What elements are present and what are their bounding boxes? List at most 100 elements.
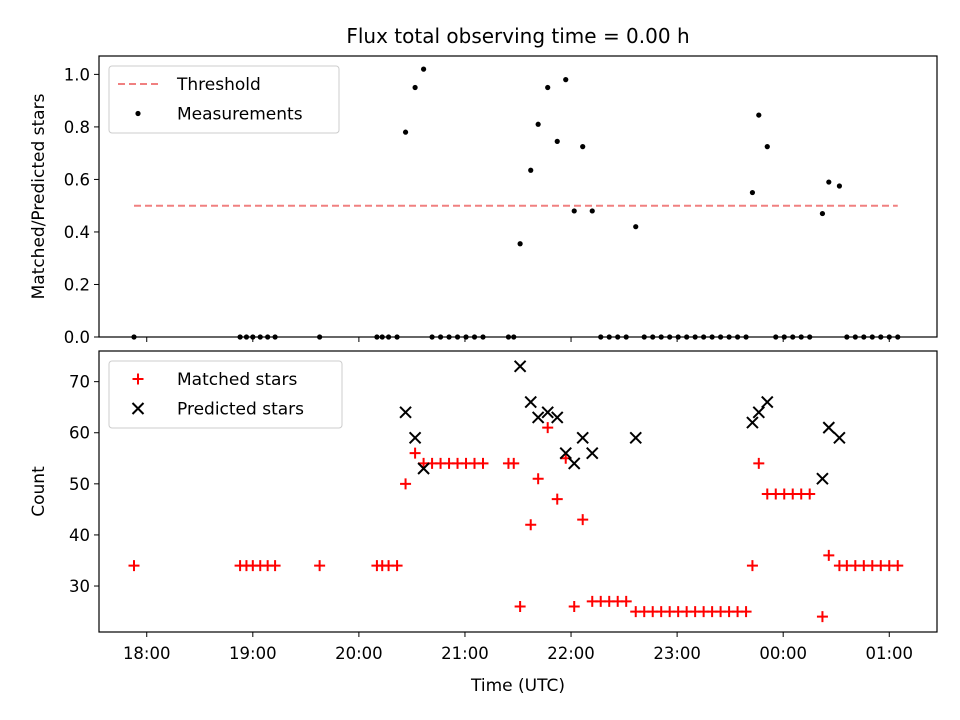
y-tick-label: 0.6 — [64, 170, 90, 189]
matched-star-point — [532, 473, 544, 485]
matched-star-point — [409, 447, 421, 459]
matched-star-point — [746, 560, 758, 572]
measurement-point — [756, 112, 762, 118]
legend-label: Predicted stars — [177, 400, 304, 420]
legend-box — [108, 65, 340, 134]
matched-star-point — [568, 600, 580, 612]
matched-star-point — [804, 488, 816, 500]
matched-star-point — [551, 493, 563, 505]
matched-star-point — [620, 595, 632, 607]
y-tick-label: 30 — [69, 577, 90, 596]
predicted-star-point — [816, 472, 829, 485]
matched-star-point — [508, 457, 520, 469]
matched-star-point — [477, 457, 489, 469]
y-tick-label: 40 — [69, 526, 90, 545]
predicted-star-point — [551, 411, 564, 424]
panel-top: 0.0 0.2 0.4 0.6 0.8 1.0 Matched/Predicted star… — [29, 55, 938, 347]
y-axis-label: Count — [29, 466, 49, 517]
matched-star-point — [892, 560, 904, 572]
y-tick-label: 70 — [69, 373, 90, 392]
x-tick-label: 21:00 — [441, 644, 489, 663]
y-tick-label: 0.4 — [64, 223, 90, 242]
predicted-star-point — [833, 431, 846, 445]
measurement-point — [580, 144, 586, 150]
measurement-point — [836, 183, 843, 189]
chart-title: Flux total observing time = 0.00 h — [346, 24, 689, 48]
x-tick-label: 00:00 — [759, 644, 807, 663]
predicted-star-point — [408, 431, 422, 445]
measurement-point — [528, 167, 534, 173]
matched-star-point — [314, 560, 326, 572]
predicted-star-point — [559, 446, 572, 460]
measurement-point — [819, 210, 826, 217]
panel-bottom: 30 40 50 60 70 18:00 19:00 20:00 21:00 22:00 23:00… — [29, 350, 938, 696]
measurement-point — [402, 129, 409, 135]
y-tick-label: 0.2 — [64, 275, 90, 294]
predicted-star-point — [568, 457, 581, 470]
predicted-star-point — [541, 406, 554, 419]
measurement-point — [545, 84, 551, 91]
x-tick-label: 20:00 — [335, 644, 383, 663]
matched-star-point — [753, 457, 765, 469]
matched-star-point — [128, 560, 140, 572]
legend-matched-swatch — [132, 373, 144, 385]
matched-star-point — [577, 514, 589, 526]
predicted-star-point — [822, 421, 836, 434]
y-tick-label: 50 — [69, 475, 90, 494]
predicted-star-point — [629, 431, 642, 445]
matched-star-point — [525, 519, 537, 531]
measurement-point — [764, 144, 770, 150]
axes-frame — [98, 55, 938, 338]
matched-star-point — [514, 600, 526, 612]
x-tick-label: 23:00 — [653, 644, 701, 663]
predicted-star-point — [531, 411, 545, 424]
matched-star-point — [269, 560, 281, 572]
matched-star-point — [400, 478, 412, 490]
x-tick-label: 19:00 — [229, 644, 277, 663]
x-tick-label: 01:00 — [865, 644, 913, 663]
y-tick-label: 0.0 — [64, 328, 90, 347]
predicted-star-point — [524, 395, 537, 409]
legend: Threshold Measurements — [108, 65, 340, 134]
legend-label: Matched stars — [177, 370, 297, 390]
legend-label: Measurements — [177, 105, 303, 125]
y-tick-label: 60 — [69, 424, 90, 443]
predicted-star-point — [761, 395, 774, 409]
measurement-point — [749, 189, 756, 196]
measurement-point — [633, 224, 639, 230]
legend-label: Threshold — [176, 75, 261, 95]
measurement-point — [517, 241, 523, 247]
measurement-point — [826, 179, 832, 185]
predicted-star-point — [576, 431, 589, 445]
x-tick-label: 22:00 — [547, 644, 595, 663]
legend-box — [108, 360, 343, 429]
legend-predicted-swatch — [131, 402, 145, 415]
predicted-star-point — [513, 360, 527, 373]
matched-star-point — [740, 606, 752, 618]
y-tick-label: 0.8 — [64, 118, 90, 137]
predicted-star-point — [752, 406, 765, 419]
matched-star-point — [823, 549, 835, 561]
series-matched-stars — [128, 422, 904, 623]
predicted-star-point — [417, 462, 430, 475]
measurement-point — [563, 77, 569, 83]
series-predicted-stars — [399, 360, 846, 485]
measurement-point — [412, 84, 418, 91]
predicted-star-point — [399, 406, 412, 419]
y-axis-label: Matched/Predicted stars — [29, 93, 49, 299]
predicted-star-point — [586, 446, 599, 460]
matched-star-point — [542, 422, 554, 434]
matched-star-point — [391, 560, 403, 572]
predicted-star-point — [746, 416, 759, 429]
measurement-point — [554, 138, 560, 144]
matched-star-point — [816, 611, 828, 623]
axes-frame — [98, 350, 938, 633]
x-tick-label: 18:00 — [123, 644, 171, 663]
x-axis-label: Time (UTC) — [470, 676, 565, 696]
measurement-point — [571, 208, 577, 214]
legend: Matched stars Predicted stars — [108, 360, 343, 429]
measurement-point — [420, 66, 427, 72]
y-tick-label: 1.0 — [64, 65, 90, 84]
measurement-point — [589, 208, 595, 214]
